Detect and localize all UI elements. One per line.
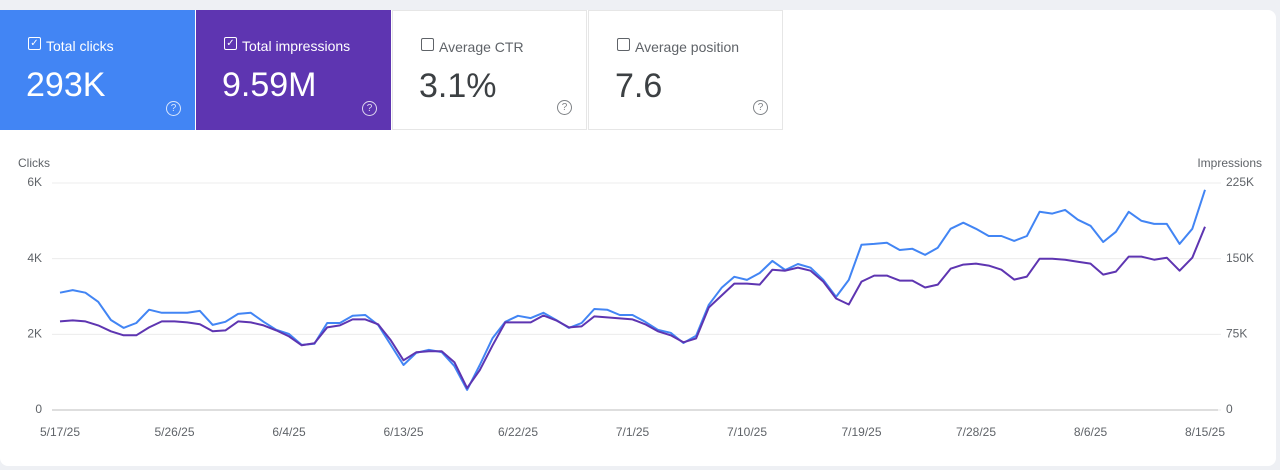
help-icon: ?	[753, 100, 768, 115]
y2-tick-label: 225K	[1226, 175, 1254, 189]
y-tick-label: 0	[35, 402, 42, 416]
y2-tick-label: 150K	[1226, 251, 1254, 265]
series-line	[59, 189, 1206, 391]
x-tick-label: 8/15/25	[1185, 425, 1225, 439]
card-label-text: Average position	[635, 39, 740, 55]
card-label-text: Total clicks	[46, 38, 114, 54]
card-label-text: Average CTR	[439, 39, 524, 55]
x-tick-label: 5/26/25	[154, 425, 194, 439]
card-value: 9.59M	[222, 66, 317, 104]
x-tick-label: 7/19/25	[841, 425, 881, 439]
y2-tick-label: 0	[1226, 402, 1233, 416]
y-tick-label: 2K	[27, 327, 42, 341]
x-tick-label: 7/10/25	[727, 425, 767, 439]
x-tick-label: 6/13/25	[383, 425, 423, 439]
checkbox	[421, 38, 434, 51]
x-tick-label: 7/28/25	[956, 425, 996, 439]
checkbox: ✓	[224, 37, 237, 50]
metric-card[interactable]: ✓ Total clicks 293K?	[0, 10, 195, 130]
x-tick-label: 6/22/25	[498, 425, 538, 439]
y-tick-label: 6K	[27, 175, 42, 189]
card-value: 293K	[26, 66, 106, 104]
x-tick-label: 7/1/25	[616, 425, 650, 439]
help-icon: ?	[362, 101, 377, 116]
metric-card[interactable]: Average CTR 3.1%?	[392, 10, 587, 130]
card-label: Average position	[617, 38, 740, 55]
metric-card[interactable]: ✓ Total impressions 9.59M?	[196, 10, 391, 130]
checkbox: ✓	[28, 37, 41, 50]
card-label: ✓ Total impressions	[224, 37, 351, 54]
x-tick-label: 6/4/25	[272, 425, 306, 439]
help-icon: ?	[557, 100, 572, 115]
metric-card[interactable]: Average position 7.6?	[588, 10, 783, 130]
checkbox	[617, 38, 630, 51]
series-line	[59, 226, 1206, 390]
y2-tick-label: 75K	[1226, 327, 1247, 341]
y2-axis-title: Impressions	[1197, 156, 1262, 170]
x-tick-label: 5/17/25	[40, 425, 80, 439]
card-label: Average CTR	[421, 38, 524, 55]
y-tick-label: 4K	[27, 251, 42, 265]
card-value: 3.1%	[419, 67, 497, 105]
y-axis-title: Clicks	[18, 156, 50, 170]
card-label-text: Total impressions	[242, 38, 351, 54]
x-tick-label: 8/6/25	[1074, 425, 1108, 439]
card-value: 7.6	[615, 67, 663, 105]
help-icon: ?	[166, 101, 181, 116]
card-label: ✓ Total clicks	[28, 37, 114, 54]
